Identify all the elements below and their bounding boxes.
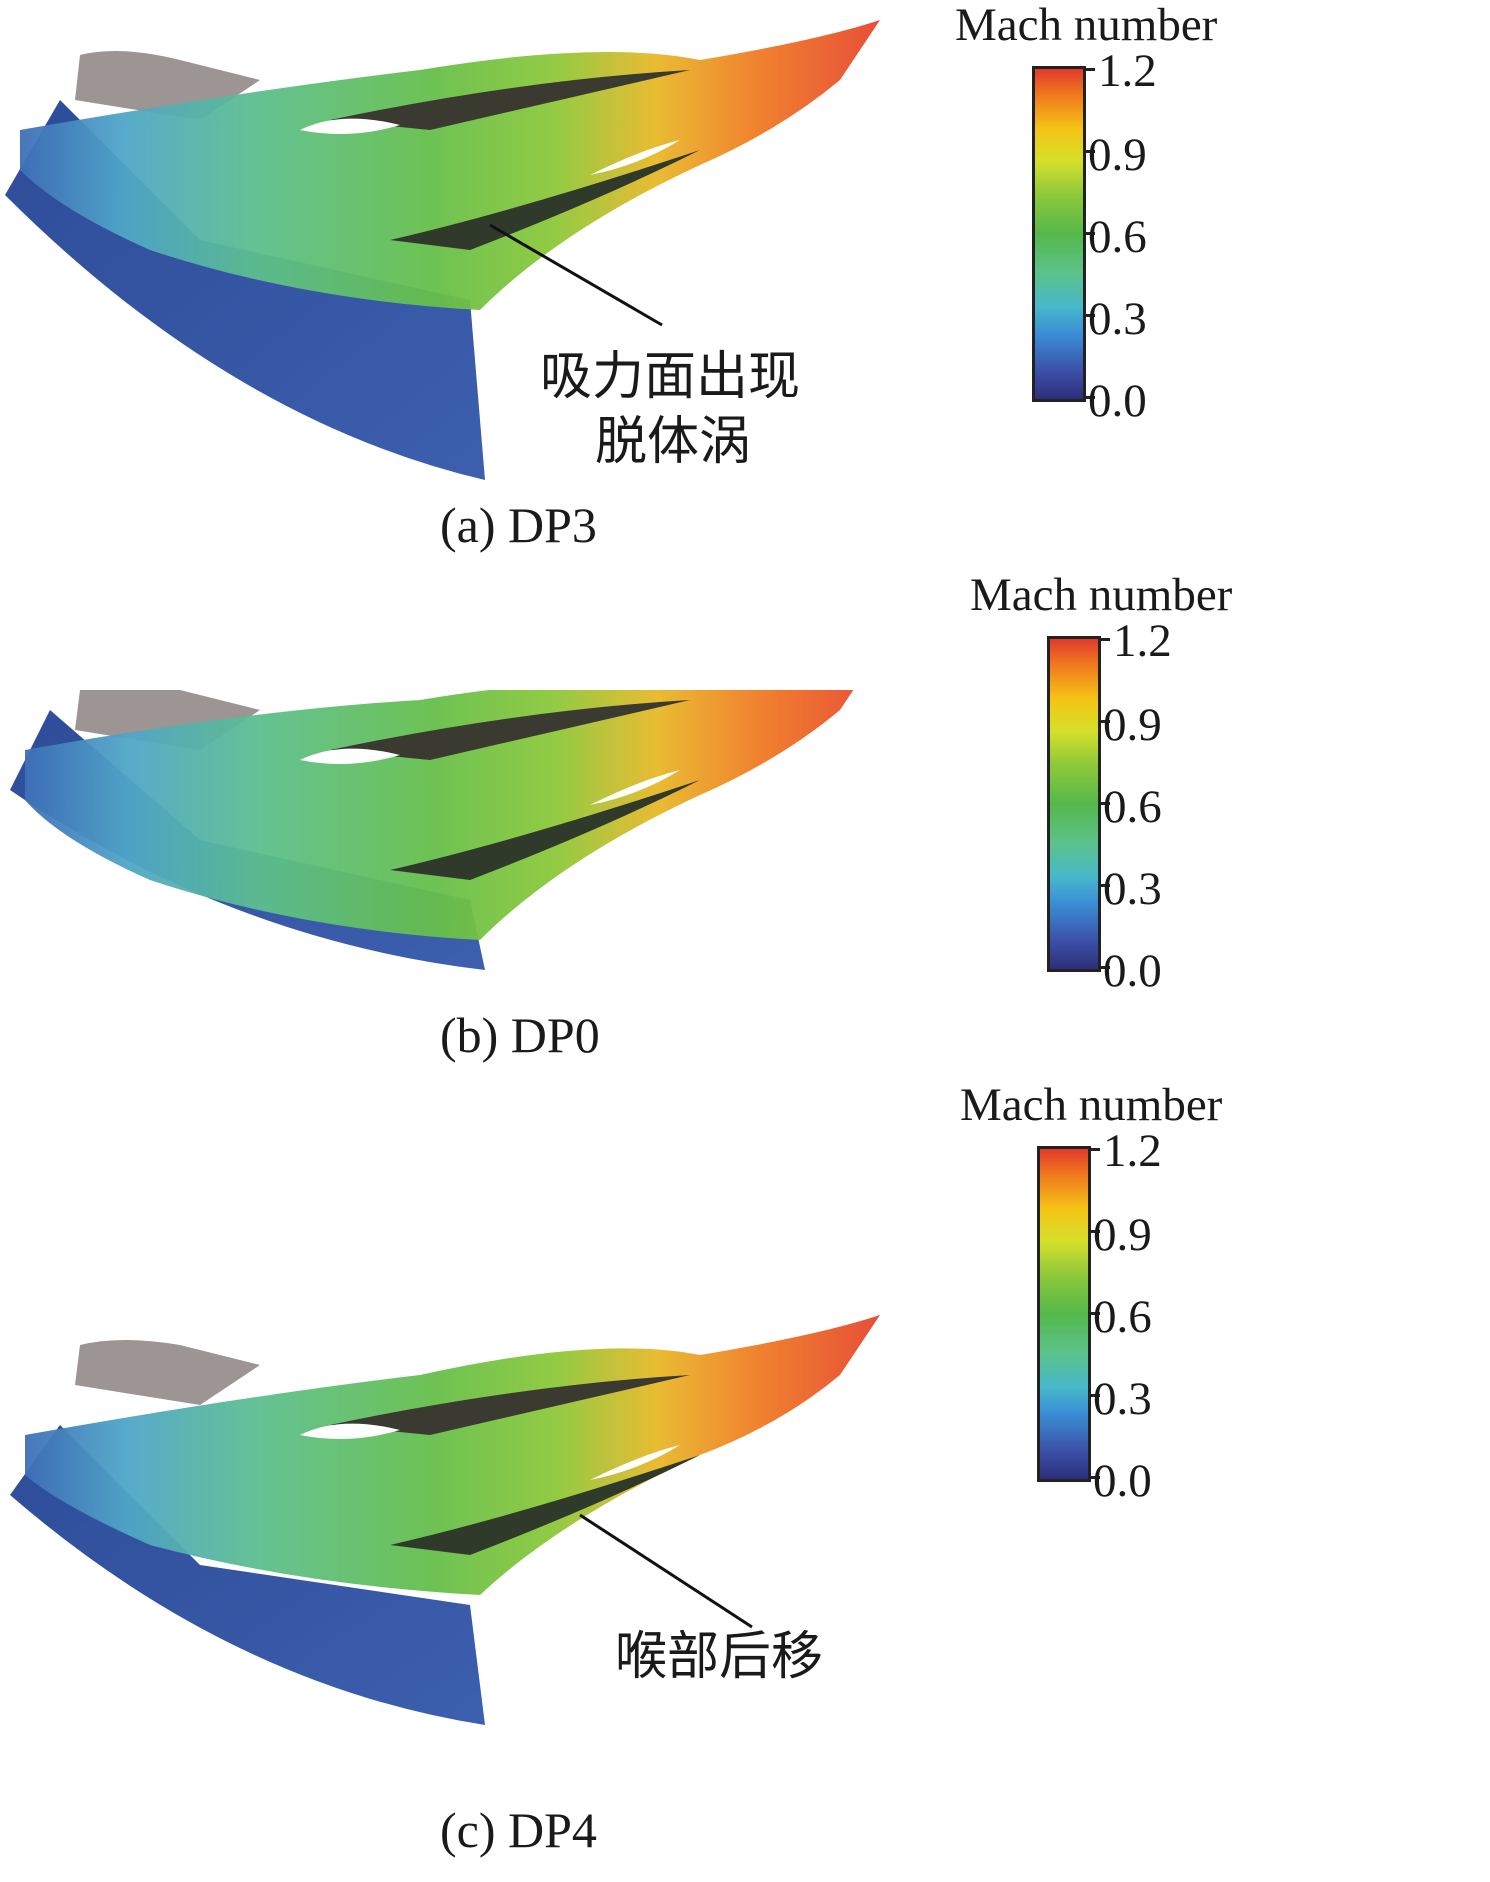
colorbar-tick-label: 0.3 (1093, 1373, 1152, 1425)
panel-caption: (a) DP3 (440, 497, 597, 553)
colorbar-tick-label: 1.2 (1103, 1125, 1162, 1177)
blade-lower (390, 780, 700, 880)
blade-upper (330, 70, 690, 130)
panel-caption: (b) DP0 (440, 1007, 600, 1063)
panel-dp0: Mach number 1.2 0.9 0.6 0.3 0.0 (b) DP0 (0, 572, 1490, 1290)
colorbar-tick-label: 0.9 (1088, 129, 1147, 181)
colorbar-tick (1098, 966, 1110, 969)
blade-upper (330, 700, 690, 760)
blade-gap-upper (300, 748, 400, 764)
colorbar-tick-label: 0.9 (1093, 1209, 1152, 1261)
colorbar-gradient (1037, 1146, 1091, 1482)
colorbar-title: Mach number (955, 0, 1218, 51)
colorbar-title: Mach number (960, 1079, 1223, 1131)
colorbar-tick (1083, 314, 1095, 317)
annotation-leader (579, 1513, 753, 1629)
colorbar-tick (1083, 396, 1095, 399)
colorbar-tick (1088, 1312, 1100, 1315)
panel-dp3: 吸力面出现 脱体涡 Mach number 1.2 0.9 0.6 0.3 0.… (0, 0, 1490, 640)
colorbar-tick (1088, 1148, 1100, 1151)
colorbar-tick-label: 0.3 (1103, 863, 1162, 915)
colorbar-tick (1088, 1476, 1100, 1479)
annotation-line-2: 脱体涡 (595, 412, 752, 472)
colorbar-tick-label: 0.3 (1088, 293, 1147, 345)
streamline-bundle (25, 690, 854, 940)
colorbar-tick-label: 0.9 (1103, 699, 1162, 751)
colorbar-tick-label: 1.2 (1113, 615, 1172, 667)
streamline-bundle (25, 1315, 880, 1595)
blade-gap-upper (300, 118, 400, 134)
annotation-line-1: 吸力面出现 (540, 347, 801, 407)
blade-upper (330, 1375, 690, 1435)
panel-dp4: 喉部后移 Mach number 1.2 0.9 0.6 0.3 0.0 (c)… (0, 1082, 1490, 1882)
colorbar-tick (1088, 1230, 1100, 1233)
blade-lower (390, 150, 700, 250)
colorbar-title: Mach number (970, 569, 1233, 621)
colorbar-tick (1083, 150, 1095, 153)
colorbar-tick (1098, 802, 1110, 805)
colorbar-tick-label: 0.6 (1088, 211, 1147, 263)
colorbar-tick (1083, 68, 1095, 71)
annotation-detached-vortex: 吸力面出现 脱体涡 (540, 345, 800, 475)
blade-gap-lower (590, 1445, 680, 1480)
colorbar-tick (1083, 232, 1095, 235)
streamline-plot-dp4 (10, 1315, 880, 1725)
panel-caption: (c) DP4 (440, 1802, 597, 1858)
blade-gap-lower (590, 140, 680, 175)
colorbar-tick-label: 0.0 (1103, 945, 1162, 997)
colorbar-gradient (1047, 636, 1101, 972)
streamline-plot-dp3 (5, 20, 880, 480)
colorbar-tick-label: 0.0 (1088, 375, 1147, 427)
colorbar-gradient (1032, 66, 1086, 402)
annotation-line-1: 喉部后移 (615, 1627, 824, 1687)
streamline-bundle (20, 20, 880, 310)
colorbar-tick-label: 1.2 (1098, 45, 1157, 97)
colorbar-tick (1088, 1394, 1100, 1397)
colorbar-tick (1098, 884, 1110, 887)
annotation-throat-shift: 喉部后移 (615, 1625, 823, 1690)
annotation-leader (489, 223, 663, 327)
blade-gap-upper (300, 1423, 400, 1439)
colorbar-tick-label: 0.6 (1093, 1291, 1152, 1343)
colorbar-tick-label: 0.0 (1093, 1455, 1152, 1507)
blade-lower (390, 1455, 700, 1555)
streamline-plot-dp0 (10, 690, 854, 970)
colorbar-tick-label: 0.6 (1103, 781, 1162, 833)
shroud-surface (75, 1340, 260, 1405)
blade-gap-lower (590, 770, 680, 805)
colorbar-tick (1098, 638, 1110, 641)
colorbar-tick (1098, 720, 1110, 723)
